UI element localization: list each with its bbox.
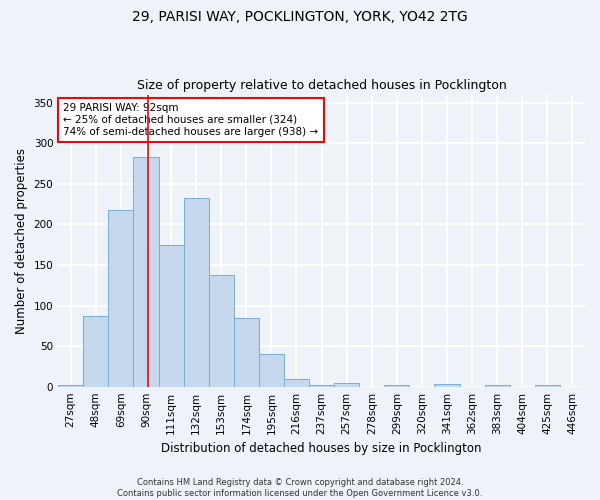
Bar — [158, 244, 184, 386]
Bar — [259, 354, 284, 386]
Bar — [284, 380, 309, 386]
X-axis label: Distribution of detached houses by size in Pocklington: Distribution of detached houses by size … — [161, 442, 482, 455]
Bar — [434, 384, 460, 386]
Title: Size of property relative to detached houses in Pocklington: Size of property relative to detached ho… — [137, 79, 506, 92]
Text: Contains HM Land Registry data © Crown copyright and database right 2024.
Contai: Contains HM Land Registry data © Crown c… — [118, 478, 482, 498]
Bar — [133, 157, 158, 386]
Bar — [209, 274, 234, 386]
Bar — [234, 318, 259, 386]
Bar — [184, 198, 209, 386]
Y-axis label: Number of detached properties: Number of detached properties — [15, 148, 28, 334]
Bar — [334, 382, 359, 386]
Bar — [83, 316, 109, 386]
Text: 29 PARISI WAY: 92sqm
← 25% of detached houses are smaller (324)
74% of semi-deta: 29 PARISI WAY: 92sqm ← 25% of detached h… — [64, 104, 319, 136]
Bar — [109, 210, 133, 386]
Text: 29, PARISI WAY, POCKLINGTON, YORK, YO42 2TG: 29, PARISI WAY, POCKLINGTON, YORK, YO42 … — [132, 10, 468, 24]
Bar — [58, 385, 83, 386]
Bar — [385, 385, 409, 386]
Bar — [535, 385, 560, 386]
Bar — [485, 385, 510, 386]
Bar — [309, 385, 334, 386]
